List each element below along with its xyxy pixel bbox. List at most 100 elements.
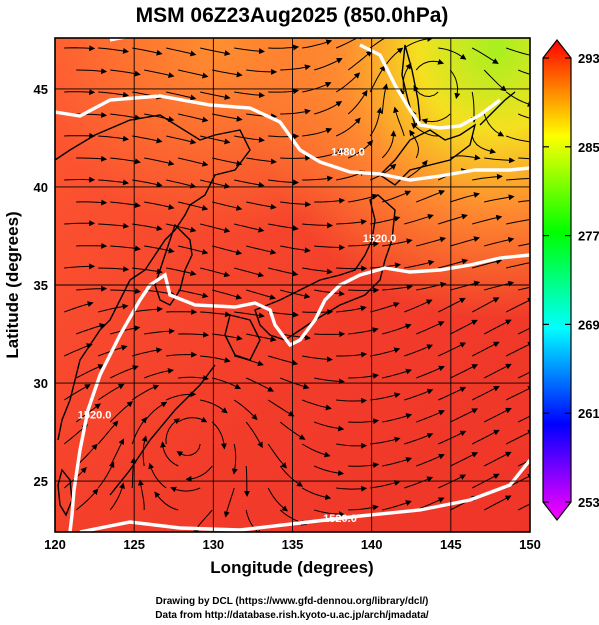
streamline (110, 157, 141, 165)
streamline (518, 199, 530, 203)
streamline (348, 287, 380, 294)
streamline (471, 429, 500, 445)
streamline (484, 236, 515, 247)
streamline (348, 241, 380, 248)
streamline (200, 47, 231, 57)
coastline-kyushu (224, 314, 261, 361)
streamline (449, 364, 478, 379)
streamline (170, 486, 201, 493)
credit-line-1: Drawing by DCL (https://www.gfd-dennou.o… (156, 596, 429, 607)
streamline (130, 457, 137, 489)
contour-label: 1520.0 (323, 513, 357, 525)
coastline-hokkaido (378, 123, 477, 186)
x-tick-label: 140 (361, 537, 383, 552)
streamline (109, 401, 134, 423)
colorbar-ticks: 253 261 269 277 285 293 (543, 51, 599, 510)
streamline (382, 323, 412, 335)
streamline (76, 285, 108, 292)
streamline (518, 113, 530, 119)
streamline (234, 311, 265, 319)
streamline (110, 201, 141, 208)
streamline (178, 289, 209, 299)
streamline (416, 321, 445, 335)
streamline (98, 135, 129, 142)
streamline (63, 343, 93, 357)
streamline (505, 386, 530, 401)
streamline (166, 135, 197, 145)
streamline (245, 421, 263, 449)
streamline (132, 267, 163, 275)
streamline (200, 179, 231, 189)
plot-frame (54, 37, 531, 533)
streamline (370, 480, 401, 489)
streamline (382, 190, 412, 203)
contour-top (109, 38, 129, 42)
streamline (517, 503, 530, 511)
colorbar: 253 261 269 277 285 293 (542, 39, 599, 521)
streamline (268, 133, 300, 140)
streamline (404, 476, 434, 489)
streamline (404, 213, 434, 225)
streamline (132, 306, 163, 313)
streamline (347, 140, 374, 159)
contour-label: 1520.0 (363, 233, 397, 245)
streamline (449, 452, 478, 467)
streamline (369, 38, 386, 49)
streamline (416, 410, 445, 423)
streamline (268, 44, 300, 51)
contour-1520-west (68, 284, 152, 532)
streamline (301, 443, 331, 458)
streamline (212, 157, 243, 167)
streamline (110, 69, 141, 77)
streamline (301, 487, 332, 501)
streamline (438, 47, 467, 60)
streamline (76, 323, 106, 335)
streamline (178, 69, 209, 79)
streamline (160, 441, 179, 467)
streamline (506, 219, 530, 225)
streamline (267, 487, 288, 512)
colorbar-tick-label: 277 (578, 229, 599, 244)
streamline (506, 47, 530, 59)
streamline (144, 69, 175, 79)
colorbar-tick-label: 293 (578, 51, 599, 66)
streamline (76, 68, 108, 75)
gridlines (54, 38, 531, 532)
streamline (98, 266, 130, 273)
streamline (166, 91, 197, 101)
streamline (336, 265, 368, 272)
streamline (314, 465, 345, 476)
streamline (178, 157, 209, 167)
contour-1520-south (79, 458, 530, 532)
chart-title: MSM 06Z23Aug2025 (850.0hPa) (136, 4, 449, 27)
streamline (144, 113, 175, 123)
streamline (279, 465, 304, 487)
streamline (166, 351, 198, 358)
streamline (505, 298, 530, 313)
streamline (280, 289, 311, 299)
streamline (234, 47, 265, 55)
streamline (268, 88, 300, 95)
streamline (314, 289, 345, 297)
streamline (335, 117, 361, 137)
x-tick-label: 145 (440, 537, 462, 552)
streamline (370, 347, 401, 357)
streamline (506, 135, 530, 143)
y-axis-ticks: 25 30 35 40 45 (34, 82, 48, 489)
streamline (369, 107, 383, 137)
streamline (200, 399, 228, 414)
streamline (280, 201, 312, 208)
streamline (437, 297, 466, 313)
streamline (403, 160, 428, 181)
x-tick-label: 120 (44, 537, 66, 552)
streamline (178, 113, 209, 123)
streamline (370, 392, 401, 401)
streamline (314, 509, 345, 518)
streamline (518, 286, 530, 291)
streamline (505, 342, 530, 357)
streamline (246, 157, 277, 165)
streamline (438, 386, 467, 401)
streamline (166, 47, 197, 57)
streamline (483, 451, 512, 467)
streamline (280, 333, 311, 341)
